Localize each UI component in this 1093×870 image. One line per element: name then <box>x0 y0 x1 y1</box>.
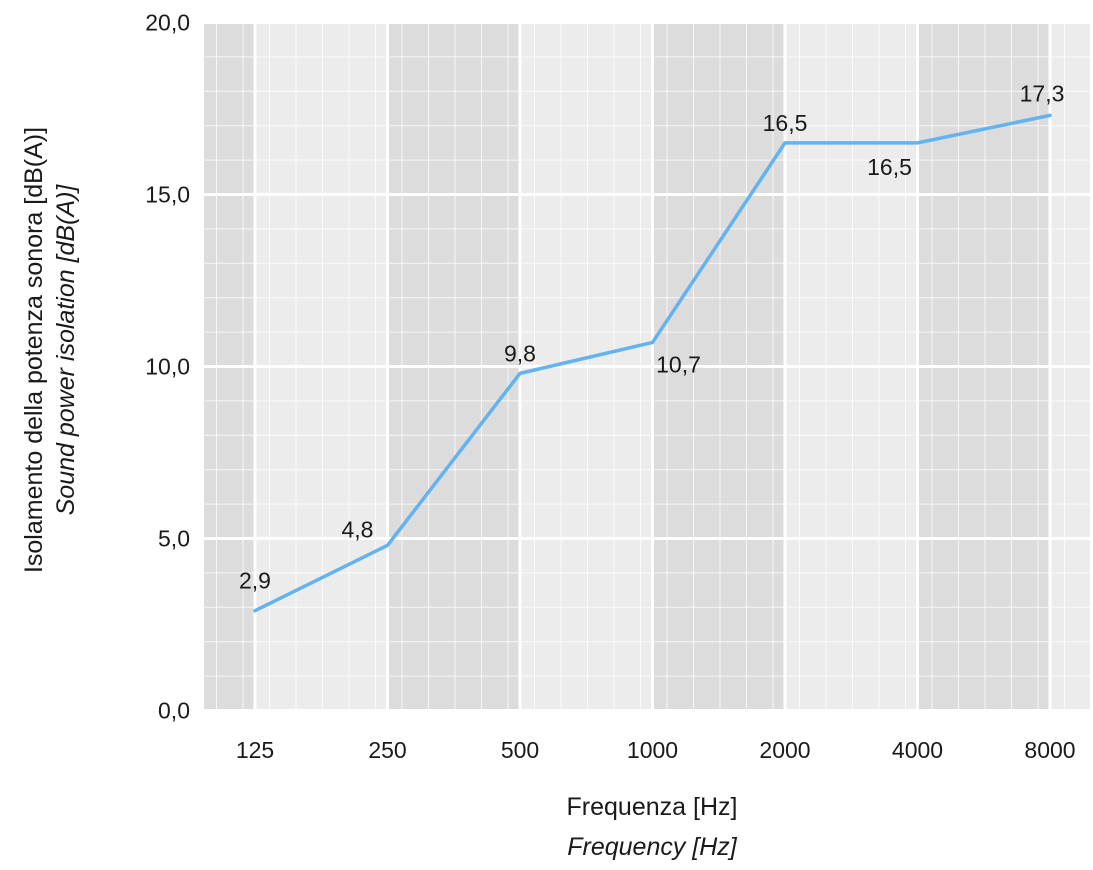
y-tick-label: 10,0 <box>145 354 190 380</box>
data-label: 16,5 <box>763 110 808 136</box>
data-point <box>518 371 522 375</box>
y-axis-title: Isolamento della potenza sonora [dB(A)] <box>20 127 48 573</box>
x-axis-title-english: Frequency [Hz] <box>567 833 738 861</box>
data-label: 16,5 <box>867 154 912 180</box>
series-line-group <box>253 113 1052 613</box>
data-label: 10,7 <box>656 351 701 377</box>
y-axis-title-english: Sound power isolation [dB(A)] <box>52 184 80 516</box>
y-tick-label: 20,0 <box>145 10 190 36</box>
x-tick-label: 1000 <box>627 737 678 763</box>
x-tick-label: 125 <box>236 737 274 763</box>
y-tick-label: 0,0 <box>158 698 190 724</box>
data-labels: 2,9 4,8 9,8 10,7 16,5 16,5 17,3 <box>239 80 1064 593</box>
x-tick-label: 4000 <box>892 737 943 763</box>
x-tick-label: 2000 <box>759 737 810 763</box>
data-label: 17,3 <box>1020 80 1065 106</box>
y-tick-labels: 0,0 5,0 10,0 15,0 20,0 <box>145 10 190 724</box>
y-tick-label: 5,0 <box>158 526 190 552</box>
data-point <box>253 609 257 613</box>
data-point <box>651 340 654 344</box>
data-point <box>386 543 389 547</box>
x-tick-labels: 125 250 500 1000 2000 4000 8000 <box>236 737 1076 763</box>
data-point <box>1048 113 1052 117</box>
data-label: 4,8 <box>342 516 374 542</box>
y-tick-label: 15,0 <box>145 182 190 208</box>
x-tick-label: 8000 <box>1024 737 1075 763</box>
data-label: 2,9 <box>239 568 271 594</box>
data-label: 9,8 <box>504 340 536 366</box>
x-tick-label: 250 <box>368 737 406 763</box>
major-grid <box>204 21 1090 712</box>
data-point <box>916 141 919 145</box>
x-tick-label: 500 <box>501 737 539 763</box>
x-axis-title: Frequenza [Hz] <box>567 793 738 821</box>
data-point <box>783 141 787 145</box>
